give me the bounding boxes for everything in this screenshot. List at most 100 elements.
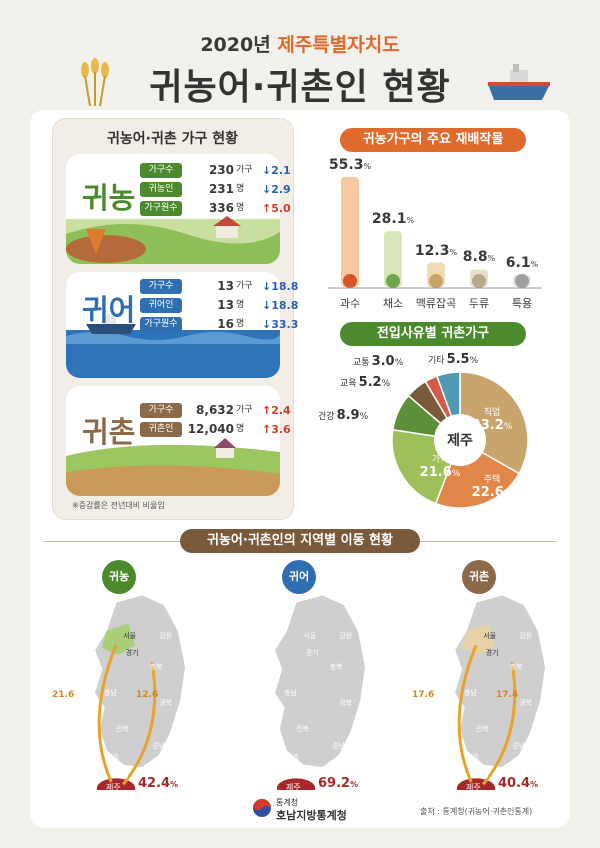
crop-icon <box>429 274 443 288</box>
korea-map <box>273 594 367 790</box>
crop-value: 12.3% <box>406 243 466 259</box>
capital-area <box>101 623 136 655</box>
region-label: 경북 <box>339 699 353 707</box>
stat-label: 가구원수 <box>140 317 182 332</box>
stat-row: 귀촌인 12,040 명 ↑3.6 <box>140 422 291 438</box>
stat-value: 230 <box>208 163 234 177</box>
stat-value: 12,040 <box>187 422 234 436</box>
region-label: 경남 <box>512 742 525 751</box>
jeju-percent-value: 42.4 <box>138 776 171 791</box>
stat-change: ↓33.3 <box>262 317 298 332</box>
stat-row: 가구수 230 가구 ↓2.1 <box>140 163 291 179</box>
down-arrow-icon: ↓ <box>262 164 272 177</box>
stat-value: 16 <box>217 317 234 331</box>
region-label: 전북 <box>116 725 129 734</box>
pie-label-name: 직업 <box>483 408 501 418</box>
stat-unit: 명 <box>236 319 245 329</box>
stat-label: 가구수 <box>140 403 182 418</box>
down-arrow-icon: ↓ <box>262 318 272 331</box>
footer-org1: 통계청 <box>276 798 299 807</box>
region-label: 전북 <box>476 725 489 734</box>
stat-change-value: 2.4 <box>271 404 291 417</box>
crop-value-unit: % <box>487 254 496 264</box>
stat-change: ↓18.8 <box>262 279 298 294</box>
mainland-shape <box>93 594 187 769</box>
map-badge: 귀농 <box>102 560 136 594</box>
pie-label: 주택 22.6% <box>470 472 514 500</box>
stat-change-value: 33.3 <box>271 318 299 331</box>
crop-value-number: 8.8 <box>462 249 488 266</box>
region-label: 전남 <box>296 771 309 779</box>
crop-bar-chart <box>328 177 542 289</box>
pie-label: 가족 21.6% <box>418 452 462 480</box>
government-logo-icon <box>253 799 271 817</box>
crops-title: 귀농가구의 주요 재배작물 <box>340 128 526 152</box>
stat-row: 가구수 13 가구 ↓18.8 <box>140 279 298 295</box>
pie-label-name: 가족 <box>431 455 449 465</box>
change-rate-note: ※증감률은 전년대비 비율임 <box>72 501 165 510</box>
crop-icon <box>515 274 529 288</box>
pie-label-unit: % <box>394 358 404 368</box>
crop-icon <box>472 274 486 288</box>
pie-label: 기타 5.5% <box>428 352 478 367</box>
region-label: 전남 <box>116 771 129 779</box>
down-arrow-icon: ↓ <box>262 299 272 312</box>
pie-label: 직업 33.2% <box>470 405 514 433</box>
crop-value: 6.1% <box>492 255 552 271</box>
crop-name: 맥류잡곡 <box>415 297 457 310</box>
migration-map: 귀어 서울 경기 강원 충북 충남 경북 전북 경남 부산 광주 전남 제주 69.2% <box>230 560 400 792</box>
region-label: 부산 <box>538 754 552 763</box>
down-arrow-icon: ↓ <box>262 183 272 196</box>
migration-arrow-east <box>482 661 517 786</box>
stat-unit: 명 <box>236 184 245 194</box>
reason-title: 전입사유별 귀촌가구 <box>340 322 526 346</box>
pie-label-unit: % <box>359 412 369 422</box>
page-title: 귀농어·귀촌인 현황 <box>149 67 451 108</box>
jeju-percent-unit: % <box>350 780 359 789</box>
pie-label-unit: % <box>503 422 513 432</box>
stat-value: 13 <box>217 298 234 312</box>
title-region: 제주특별자치도 <box>277 34 400 56</box>
crop-icon <box>386 274 400 288</box>
stat-change-value: 2.1 <box>271 164 291 177</box>
crop-bar <box>384 231 402 287</box>
stat-change: ↓2.1 <box>262 163 291 178</box>
farming-block <box>66 154 280 264</box>
region-label: 충남 <box>284 689 297 698</box>
region-label: 서울 <box>303 631 317 640</box>
stat-label: 가구수 <box>140 279 182 294</box>
source-note: 출처 : 통계청(귀농어·귀촌인통계) <box>420 807 533 816</box>
pie-label-value: 8.9 <box>336 408 360 423</box>
jeju-percent-value: 69.2 <box>318 776 351 791</box>
up-arrow-icon: ↑ <box>262 404 272 417</box>
stat-value: 13 <box>217 279 234 293</box>
jeju-island <box>276 778 316 790</box>
migration-map: 귀촌 서울 경기 강원 충북 충남 경북 전북 경남 부산 광주 전남 제주 40.4% 17.6 17.4 <box>410 560 580 792</box>
pie-label-name: 교육 <box>340 379 357 389</box>
jeju-label: 제주 <box>286 783 301 792</box>
jeju-label: 제주 <box>106 783 121 792</box>
region-label: 경기 <box>305 648 319 657</box>
stat-unit: 명 <box>236 300 245 310</box>
pie-label-value: 33.2 <box>471 418 504 433</box>
household-panel-title: 귀농어·귀촌 가구 현황 <box>107 131 238 147</box>
stat-row: 가구원수 16 명 ↓33.3 <box>140 317 298 333</box>
crop-value: 28.1% <box>363 211 423 227</box>
region-label: 광주 <box>286 754 300 763</box>
rural-label: 귀촌 <box>82 415 136 449</box>
mainland-shape <box>453 594 547 769</box>
pie-hole <box>434 414 486 466</box>
rural-block <box>66 386 280 496</box>
pie-label-name: 기타 <box>428 356 445 366</box>
jeju-percent: 69.2% <box>318 776 358 791</box>
region-label: 경남 <box>152 742 165 751</box>
pie-label-value: 5.5 <box>446 352 470 367</box>
farming-label: 귀농 <box>82 181 136 215</box>
stat-change-value: 3.6 <box>271 423 291 436</box>
up-arrow-icon: ↑ <box>262 202 272 215</box>
jeju-percent: 40.4% <box>498 776 538 791</box>
east-flow-value: 17.4 <box>496 690 519 700</box>
pie-label-name: 교통 <box>353 358 370 368</box>
stat-change-value: 5.0 <box>271 202 291 215</box>
stat-change: ↑5.0 <box>262 201 291 216</box>
